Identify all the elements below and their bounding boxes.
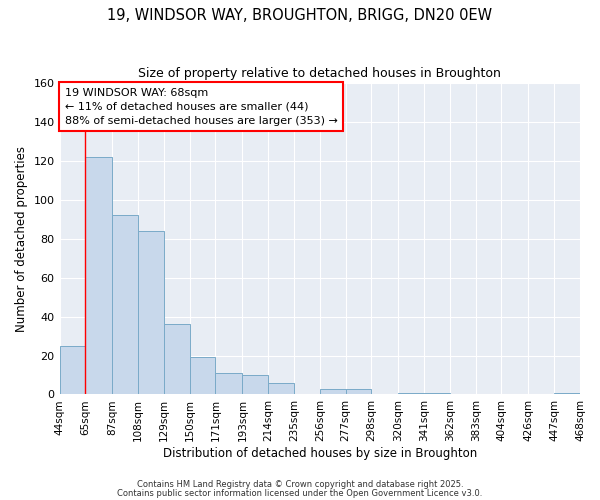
Bar — [346, 388, 371, 394]
Bar — [398, 392, 424, 394]
Bar — [190, 358, 215, 395]
Title: Size of property relative to detached houses in Broughton: Size of property relative to detached ho… — [139, 68, 501, 80]
Y-axis label: Number of detached properties: Number of detached properties — [15, 146, 28, 332]
Bar — [164, 324, 190, 394]
Text: Contains HM Land Registry data © Crown copyright and database right 2025.: Contains HM Land Registry data © Crown c… — [137, 480, 463, 489]
Bar — [554, 392, 580, 394]
Bar — [242, 375, 268, 394]
Bar — [424, 392, 450, 394]
Bar — [138, 231, 164, 394]
Bar — [268, 383, 294, 394]
Bar — [85, 157, 112, 394]
Text: 19 WINDSOR WAY: 68sqm
← 11% of detached houses are smaller (44)
88% of semi-deta: 19 WINDSOR WAY: 68sqm ← 11% of detached … — [65, 88, 338, 126]
X-axis label: Distribution of detached houses by size in Broughton: Distribution of detached houses by size … — [163, 447, 477, 460]
Text: 19, WINDSOR WAY, BROUGHTON, BRIGG, DN20 0EW: 19, WINDSOR WAY, BROUGHTON, BRIGG, DN20 … — [107, 8, 493, 22]
Bar — [215, 373, 242, 394]
Bar — [112, 216, 138, 394]
Bar — [59, 346, 85, 395]
Bar — [320, 388, 346, 394]
Text: Contains public sector information licensed under the Open Government Licence v3: Contains public sector information licen… — [118, 488, 482, 498]
